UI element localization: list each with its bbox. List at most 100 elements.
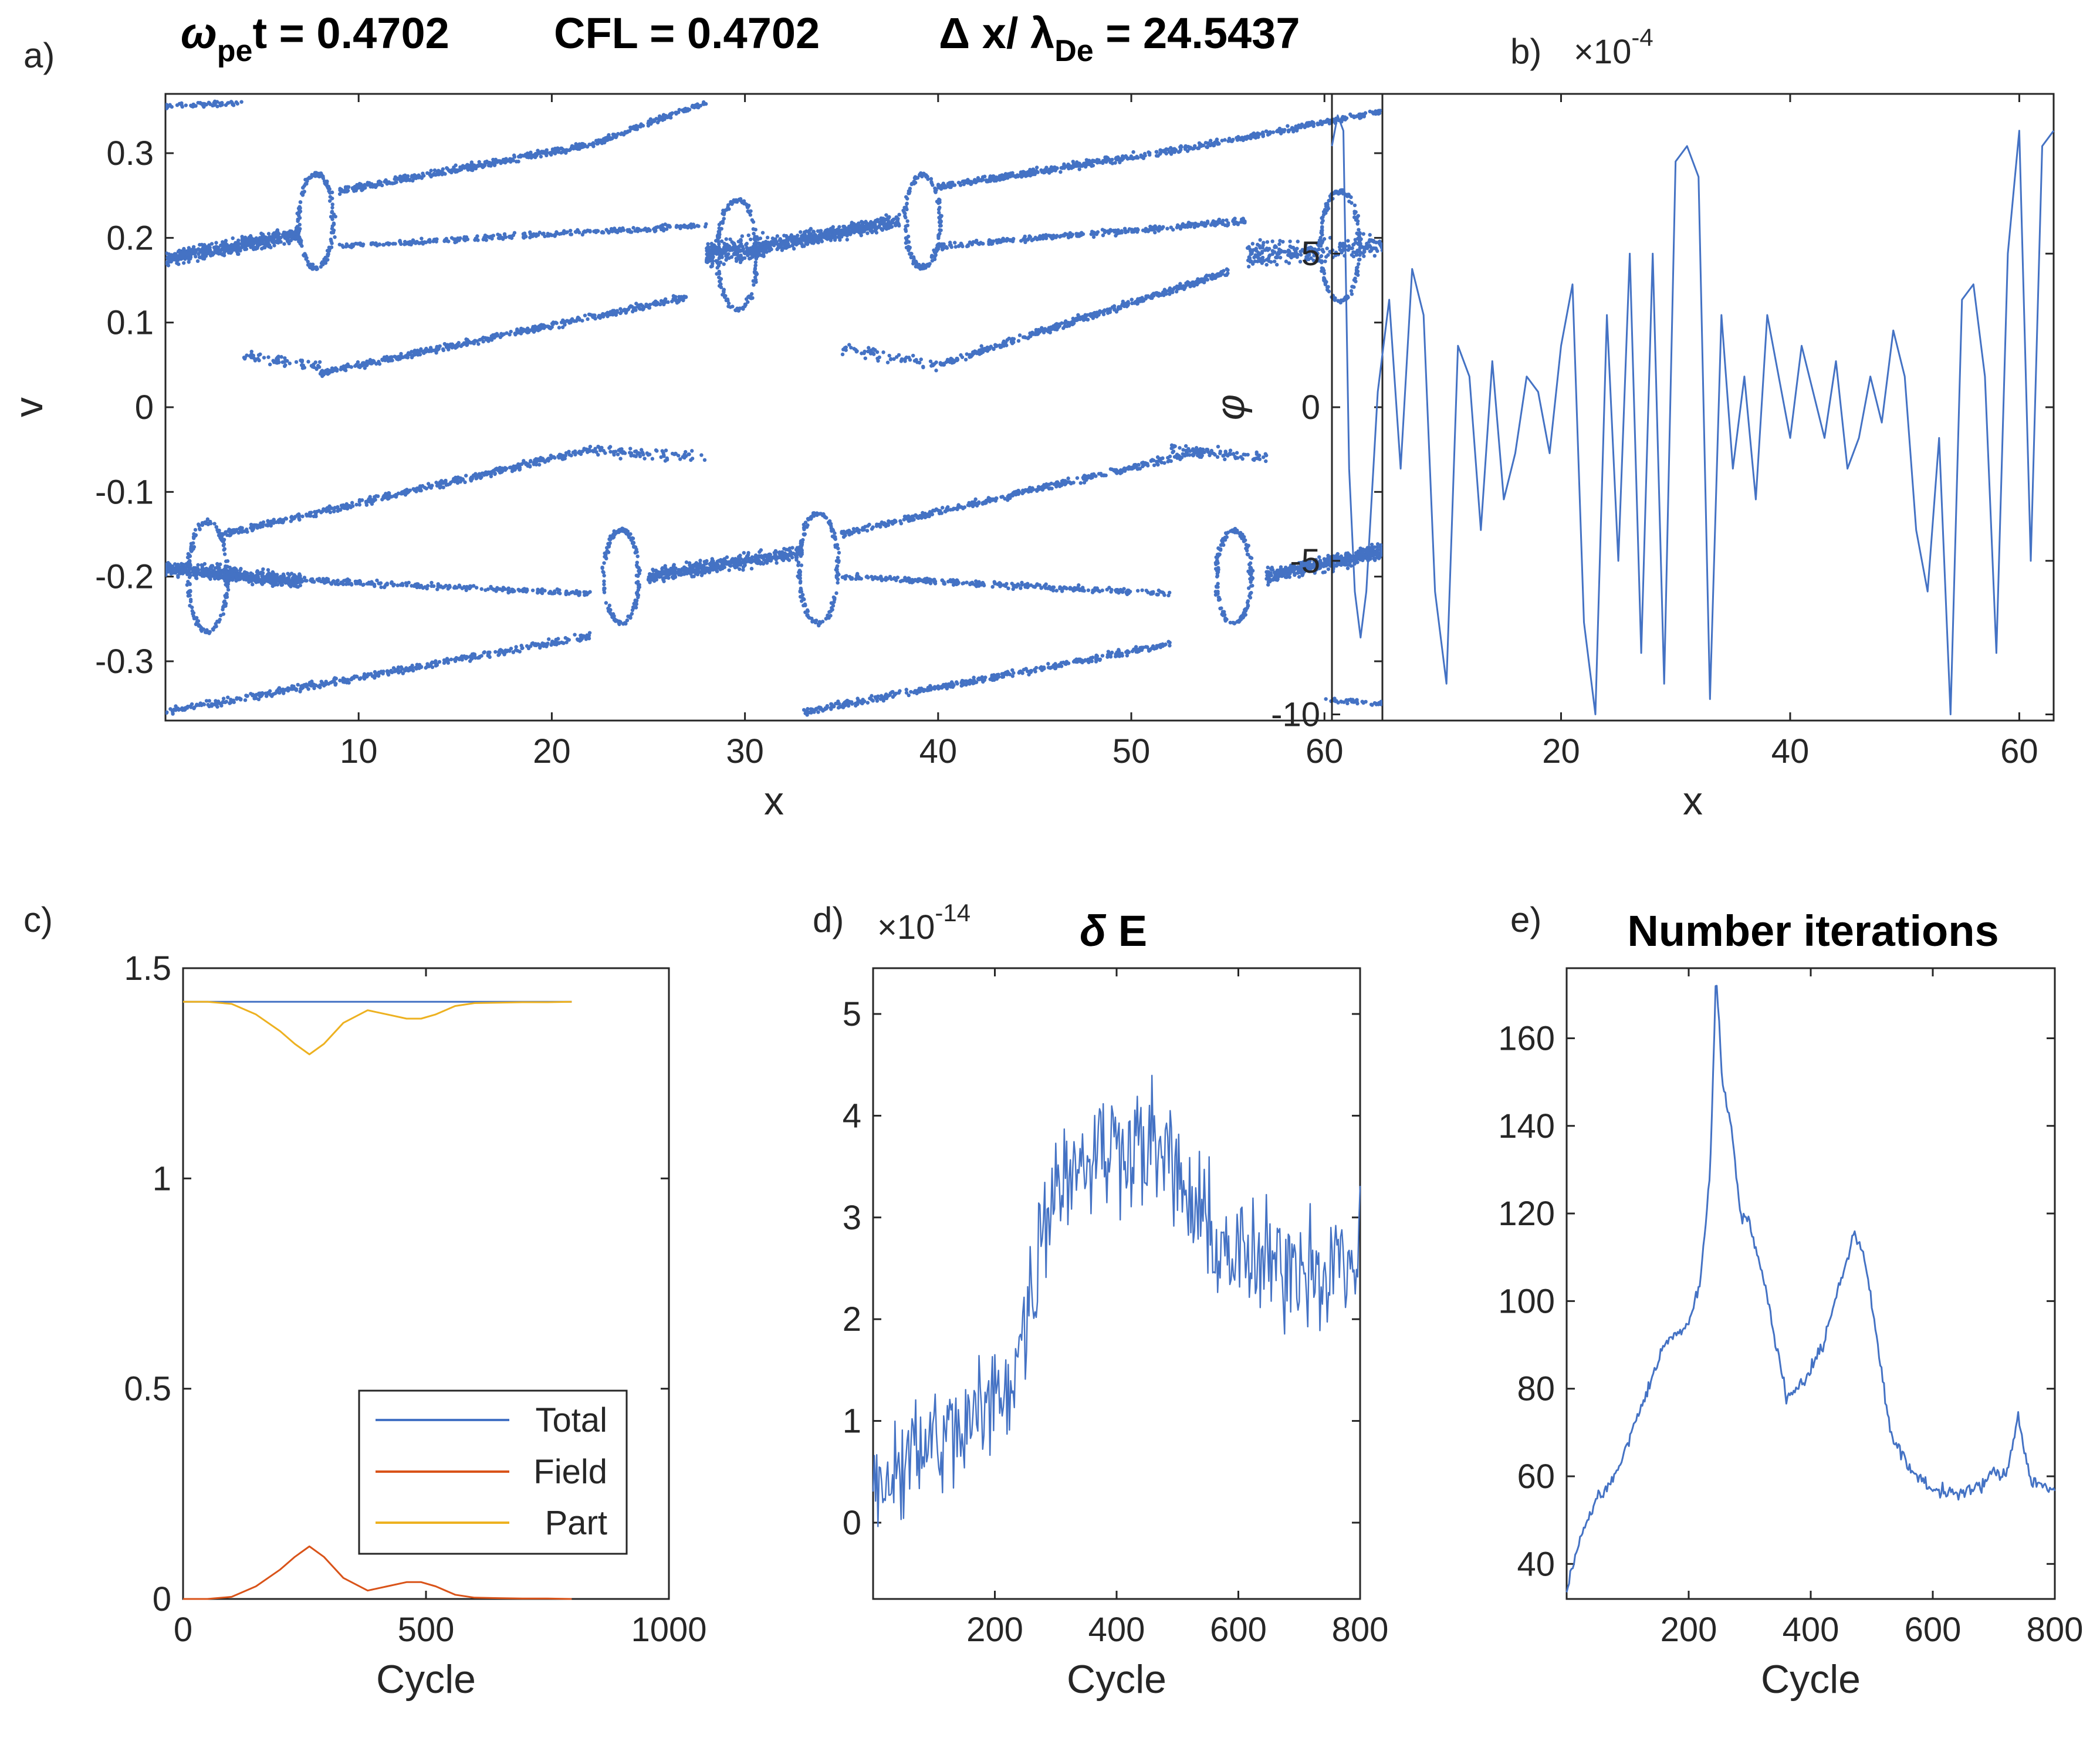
scatter-point [606, 135, 610, 139]
scatter-point [691, 103, 695, 108]
scatter-point [299, 240, 303, 245]
scatter-point [780, 248, 784, 252]
scatter-point [1062, 164, 1067, 168]
scatter-point [165, 251, 169, 255]
scatter-point [753, 238, 757, 242]
scatter-point [435, 345, 439, 349]
scatter-point [388, 181, 393, 185]
scatter-point [173, 252, 177, 256]
scatter-point [1191, 280, 1196, 285]
scatter-point [928, 359, 933, 363]
scatter-point [1136, 155, 1140, 160]
scatter-point [710, 264, 714, 268]
scatter-point [819, 235, 823, 239]
scatter-point [1178, 225, 1182, 229]
scatter-point [935, 244, 939, 248]
scatter-point [1124, 303, 1128, 307]
scatter-point [1022, 236, 1026, 241]
scatter-point [1090, 313, 1094, 317]
scatter-point [262, 356, 266, 360]
scatter-point [337, 242, 342, 246]
scatter-point [1355, 248, 1360, 253]
scatter-point [395, 356, 400, 360]
scatter-point [184, 249, 188, 253]
scatter-point [732, 243, 737, 248]
scatter-point [800, 242, 804, 246]
scatter-point [746, 300, 750, 304]
scatter-point [666, 300, 670, 305]
scatter-point [921, 364, 925, 369]
scatter-point [703, 225, 708, 229]
scatter-point [1274, 262, 1279, 267]
scatter-point [976, 176, 980, 180]
scatter-point [249, 236, 253, 241]
scatter-point [1100, 161, 1105, 165]
scatter-point [1287, 252, 1291, 256]
scatter-point [788, 235, 792, 239]
scatter-point [1277, 242, 1281, 246]
scatter-point [1016, 339, 1021, 343]
scatter-point [796, 234, 800, 238]
scatter-point [647, 306, 652, 310]
scatter-point [919, 357, 923, 361]
scatter-point [1292, 248, 1297, 252]
scatter-point [1225, 273, 1229, 277]
scatter-point [863, 356, 867, 360]
scatter-point [181, 261, 186, 265]
scatter-point [1286, 124, 1290, 128]
scatter-point [502, 332, 506, 336]
scatter-point [1067, 324, 1071, 328]
scatter-point [723, 294, 727, 298]
scatter-point [911, 353, 915, 358]
scatter-point [1249, 259, 1253, 263]
scatter-point [726, 205, 730, 209]
scatter-point [852, 222, 856, 226]
scatter-point [259, 237, 263, 242]
scatter-point [838, 238, 842, 242]
scatter-point [1078, 163, 1082, 168]
scatter-point [1010, 337, 1015, 341]
scatter-point [1357, 262, 1361, 266]
scatter-point [1121, 156, 1125, 161]
scatter-point [904, 205, 908, 209]
scatter-point [750, 251, 755, 255]
scatter-point [581, 142, 585, 146]
scatter-point [709, 242, 713, 246]
scatter-point [844, 230, 848, 234]
scatter-point [881, 219, 885, 224]
scatter-point [1272, 259, 1277, 263]
scatter-point [726, 304, 731, 309]
scatter-point [261, 567, 265, 572]
scatter-point [618, 307, 623, 311]
scatter-point [1173, 148, 1178, 153]
scatter-point [917, 263, 922, 268]
scatter-point [532, 232, 536, 236]
scatter-point [337, 192, 342, 196]
scatter-point [1325, 246, 1329, 251]
scatter-point [588, 229, 592, 234]
scatter-point [652, 229, 657, 234]
scatter-point [398, 239, 402, 243]
scatter-point [677, 299, 681, 304]
scatter-point [371, 359, 376, 363]
scatter-point [735, 251, 739, 256]
scatter-point [961, 179, 965, 184]
scatter-point [1054, 322, 1059, 326]
scatter-point [929, 180, 934, 184]
scatter-point [1275, 129, 1279, 134]
scatter-point [412, 173, 417, 177]
scatter-point [367, 182, 372, 187]
scatter-point [658, 225, 662, 229]
scatter-point [543, 234, 547, 238]
scatter-point [1257, 132, 1262, 136]
scatter-point [717, 235, 721, 239]
scatter-point [621, 226, 625, 231]
scatter-point [387, 242, 392, 246]
scatter-point [331, 231, 336, 235]
scatter-point [842, 224, 847, 229]
scatter-point [903, 214, 907, 218]
scatter-point [406, 240, 410, 245]
scatter-point [905, 219, 909, 224]
scatter-point [938, 218, 942, 222]
scatter-point [174, 258, 178, 262]
